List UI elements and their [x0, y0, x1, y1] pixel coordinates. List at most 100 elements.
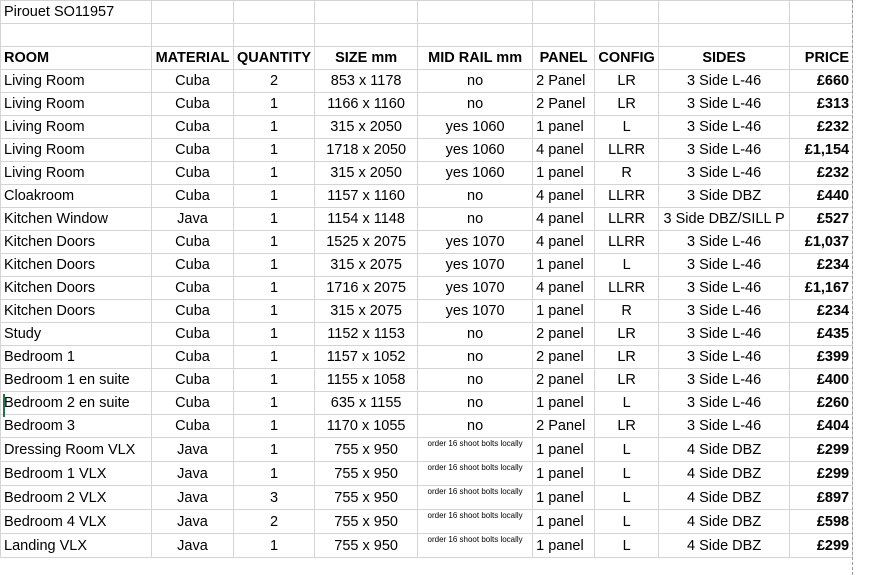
cell-room[interactable]: Living Room	[0, 69, 152, 93]
cell-price[interactable]: £404	[789, 414, 854, 438]
header-mid-rail[interactable]: MID RAIL mm	[417, 46, 534, 70]
cell-panel[interactable]: 1 panel	[532, 461, 596, 486]
cell-panel[interactable]: 2 Panel	[532, 414, 596, 438]
cell-size[interactable]: 1170 x 1055	[314, 414, 419, 438]
cell-material[interactable]: Cuba	[151, 138, 234, 162]
cell-size[interactable]: 315 x 2075	[314, 253, 419, 277]
cell-mid-rail[interactable]: no	[417, 207, 534, 231]
cell-quantity[interactable]: 1	[232, 461, 316, 486]
cell-panel[interactable]: 1 panel	[532, 161, 596, 185]
empty-cell[interactable]	[232, 23, 316, 47]
cell-sides[interactable]: 3 Side L-46	[658, 414, 791, 438]
empty-cell[interactable]	[789, 0, 854, 24]
cell-sides[interactable]: 4 Side DBZ	[658, 533, 791, 558]
empty-cell[interactable]	[0, 23, 152, 47]
cell-price[interactable]: £232	[789, 161, 854, 185]
cell-material[interactable]: Cuba	[151, 276, 234, 300]
cell-room[interactable]: Kitchen Window	[0, 207, 152, 231]
cell-mid-rail[interactable]: order 16 shoot bolts locally	[417, 533, 534, 558]
header-size[interactable]: SIZE mm	[314, 46, 419, 70]
cell-price[interactable]: £234	[789, 299, 854, 323]
cell-material[interactable]: Cuba	[151, 161, 234, 185]
cell-room[interactable]: Bedroom 1	[0, 345, 152, 369]
cell-mid-rail[interactable]: yes 1060	[417, 138, 534, 162]
cell-price[interactable]: £897	[789, 485, 854, 510]
cell-price[interactable]: £435	[789, 322, 854, 346]
cell-quantity[interactable]: 1	[232, 92, 316, 116]
cell-mid-rail[interactable]: yes 1060	[417, 115, 534, 139]
cell-material[interactable]: Java	[151, 437, 234, 462]
empty-cell[interactable]	[151, 0, 234, 24]
header-room[interactable]: ROOM	[0, 46, 152, 70]
cell-room[interactable]: Living Room	[0, 92, 152, 116]
cell-panel[interactable]: 1 panel	[532, 253, 596, 277]
cell-size[interactable]: 1152 x 1153	[314, 322, 419, 346]
cell-panel[interactable]: 1 panel	[532, 115, 596, 139]
empty-cell[interactable]	[532, 0, 596, 24]
cell-mid-rail[interactable]: yes 1070	[417, 276, 534, 300]
cell-sides[interactable]: 3 Side L-46	[658, 230, 791, 254]
cell-mid-rail[interactable]: order 16 shoot bolts locally	[417, 461, 534, 486]
cell-size[interactable]: 635 x 1155	[314, 391, 419, 415]
cell-sides[interactable]: 3 Side L-46	[658, 138, 791, 162]
cell-quantity[interactable]: 1	[232, 322, 316, 346]
cell-sides[interactable]: 3 Side L-46	[658, 276, 791, 300]
cell-panel[interactable]: 1 panel	[532, 299, 596, 323]
cell-config[interactable]: LLRR	[594, 207, 660, 231]
cell-size[interactable]: 315 x 2050	[314, 161, 419, 185]
cell-panel[interactable]: 1 panel	[532, 391, 596, 415]
cell-room[interactable]: Living Room	[0, 138, 152, 162]
cell-size[interactable]: 755 x 950	[314, 485, 419, 510]
empty-cell[interactable]	[658, 23, 791, 47]
cell-sides[interactable]: 3 Side L-46	[658, 391, 791, 415]
cell-price[interactable]: £1,037	[789, 230, 854, 254]
cell-room[interactable]: Kitchen Doors	[0, 299, 152, 323]
cell-quantity[interactable]: 1	[232, 184, 316, 208]
cell-mid-rail[interactable]: order 16 shoot bolts locally	[417, 485, 534, 510]
cell-quantity[interactable]: 2	[232, 69, 316, 93]
cell-price[interactable]: £313	[789, 92, 854, 116]
cell-quantity[interactable]: 1	[232, 230, 316, 254]
cell-material[interactable]: Cuba	[151, 299, 234, 323]
cell-config[interactable]: R	[594, 161, 660, 185]
cell-mid-rail[interactable]: yes 1070	[417, 230, 534, 254]
cell-size[interactable]: 755 x 950	[314, 533, 419, 558]
cell-quantity[interactable]: 1	[232, 253, 316, 277]
cell-size[interactable]: 755 x 950	[314, 509, 419, 534]
empty-cell[interactable]	[314, 0, 419, 24]
cell-sides[interactable]: 3 Side L-46	[658, 322, 791, 346]
cell-config[interactable]: L	[594, 461, 660, 486]
cell-material[interactable]: Java	[151, 207, 234, 231]
cell-room[interactable]: Bedroom 1 en suite	[0, 368, 152, 392]
header-price[interactable]: PRICE	[789, 46, 854, 70]
empty-cell[interactable]	[151, 23, 234, 47]
cell-price[interactable]: £400	[789, 368, 854, 392]
cell-config[interactable]: LLRR	[594, 276, 660, 300]
header-material[interactable]: MATERIAL	[151, 46, 234, 70]
cell-quantity[interactable]: 1	[232, 391, 316, 415]
cell-config[interactable]: L	[594, 391, 660, 415]
cell-config[interactable]: L	[594, 115, 660, 139]
cell-config[interactable]: R	[594, 299, 660, 323]
empty-cell[interactable]	[417, 0, 534, 24]
cell-quantity[interactable]: 1	[232, 299, 316, 323]
cell-size[interactable]: 755 x 950	[314, 437, 419, 462]
cell-room[interactable]: Living Room	[0, 161, 152, 185]
empty-cell[interactable]	[594, 23, 660, 47]
empty-cell[interactable]	[232, 0, 316, 24]
cell-room[interactable]: Bedroom 2 VLX	[0, 485, 152, 510]
cell-size[interactable]: 1166 x 1160	[314, 92, 419, 116]
cell-config[interactable]: L	[594, 437, 660, 462]
cell-panel[interactable]: 2 panel	[532, 322, 596, 346]
header-config[interactable]: CONFIG	[594, 46, 660, 70]
cell-sides[interactable]: 3 Side L-46	[658, 69, 791, 93]
cell-panel[interactable]: 4 panel	[532, 207, 596, 231]
empty-cell[interactable]	[314, 23, 419, 47]
cell-mid-rail[interactable]: no	[417, 391, 534, 415]
cell-sides[interactable]: 3 Side L-46	[658, 115, 791, 139]
cell-size[interactable]: 1157 x 1052	[314, 345, 419, 369]
cell-room[interactable]: Bedroom 3	[0, 414, 152, 438]
cell-size[interactable]: 1157 x 1160	[314, 184, 419, 208]
cell-material[interactable]: Java	[151, 461, 234, 486]
cell-mid-rail[interactable]: order 16 shoot bolts locally	[417, 509, 534, 534]
